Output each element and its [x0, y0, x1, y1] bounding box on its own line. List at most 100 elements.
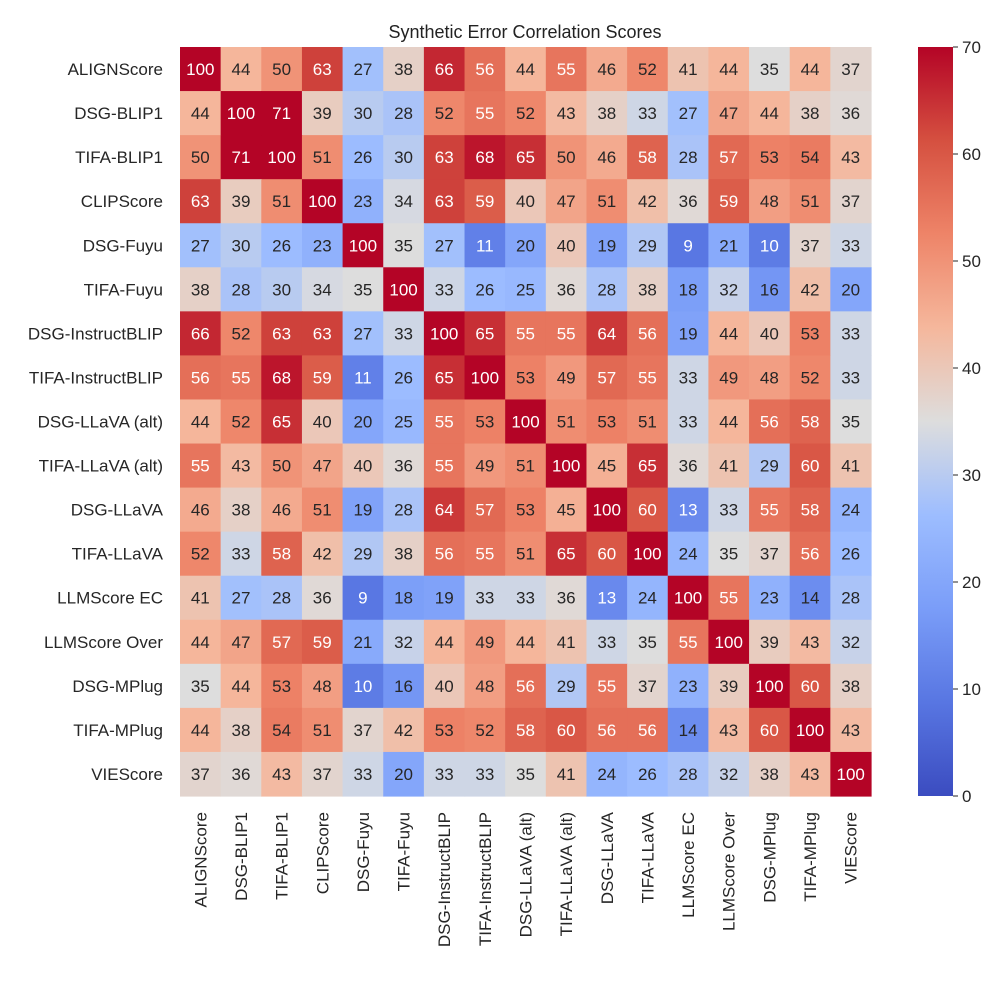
heatmap-cell — [708, 619, 750, 665]
cell-value-label: 52 — [801, 368, 820, 387]
heatmap-cell — [627, 267, 669, 312]
heatmap-cell — [830, 707, 872, 753]
heatmap-cell — [505, 355, 547, 401]
heatmap-cell — [383, 311, 425, 357]
cell-value-label: 57 — [272, 633, 291, 652]
heatmap-cell — [464, 619, 506, 665]
cell-value-label: 63 — [313, 60, 332, 79]
heatmap-cell — [301, 619, 344, 665]
y-axis-labels: ALIGNScore DSG-BLIP1 TIFA-BLIP1 CLIPScore DS… — [28, 60, 164, 784]
cell-value-label: 50 — [272, 457, 291, 476]
heatmap-cell — [423, 663, 466, 709]
heatmap-cell — [667, 487, 710, 533]
heatmap-cell — [586, 91, 628, 136]
heatmap-cell — [545, 663, 588, 709]
heatmap-cell — [505, 311, 547, 357]
heatmap-cell — [545, 135, 588, 180]
heatmap-cell — [220, 707, 262, 753]
cell-value-label: 16 — [394, 677, 413, 696]
cell-value-label: 58 — [801, 501, 820, 520]
heatmap-cell — [627, 487, 669, 533]
cell-value-label: 42 — [638, 192, 657, 211]
cell-value-label: 9 — [358, 589, 367, 608]
heatmap-cell — [220, 311, 262, 357]
heatmap-cell — [708, 223, 750, 268]
colorbar-tick-label: 30 — [962, 466, 981, 485]
cell-value-label: 48 — [760, 368, 779, 387]
cell-value-label: 60 — [760, 721, 779, 740]
heatmap-cell — [180, 355, 222, 401]
cell-value-label: 59 — [719, 192, 738, 211]
heatmap-cell — [667, 135, 710, 180]
cell-value-label: 18 — [394, 589, 413, 608]
cell-value-label: 20 — [394, 765, 413, 784]
heatmap-cell — [261, 531, 303, 577]
cell-value-label: 55 — [475, 545, 494, 564]
cell-value-label: 50 — [272, 60, 291, 79]
heatmap-cell — [708, 751, 750, 797]
cell-value-label: 65 — [516, 148, 535, 167]
heatmap-cell — [830, 531, 872, 577]
heatmap-cell — [464, 663, 506, 709]
heatmap-cell — [789, 619, 831, 665]
cell-value-label: 55 — [557, 324, 576, 343]
cell-value-label: 24 — [597, 765, 616, 784]
heatmap-cell — [545, 179, 588, 224]
cell-value-label: 20 — [841, 280, 860, 299]
heatmap-cell — [261, 443, 303, 489]
cell-value-label: 29 — [760, 457, 779, 476]
cell-value-label: 46 — [597, 60, 616, 79]
heatmap-cell — [261, 619, 303, 665]
cell-value-label: 57 — [597, 368, 616, 387]
heatmap-cell — [220, 751, 262, 797]
heatmap-cell — [545, 399, 588, 445]
cell-value-label: 38 — [801, 104, 820, 123]
cell-value-label: 37 — [313, 765, 332, 784]
cell-value-label: 66 — [191, 324, 210, 343]
heatmap-cell — [749, 751, 791, 797]
cell-value-label: 66 — [435, 60, 454, 79]
heatmap-cell — [383, 575, 425, 621]
x-tick-label: TIFA-BLIP1 — [273, 812, 292, 900]
heatmap-cell — [627, 443, 669, 489]
y-tick-label: LLMScore Over — [44, 633, 163, 652]
cell-value-label: 29 — [557, 677, 576, 696]
heatmap-cell — [342, 355, 384, 401]
heatmap-cell — [789, 311, 831, 357]
heatmap-cell — [505, 179, 547, 224]
cell-value-label: 33 — [516, 589, 535, 608]
cell-value-label: 43 — [232, 457, 251, 476]
heatmap-cell — [505, 487, 547, 533]
heatmap-cell — [301, 47, 344, 92]
cell-value-label: 56 — [638, 721, 657, 740]
cell-value-label: 44 — [232, 60, 251, 79]
heatmap-cell — [464, 179, 506, 224]
cell-value-label: 47 — [557, 192, 576, 211]
cell-value-label: 32 — [719, 280, 738, 299]
cell-value-label: 33 — [679, 368, 698, 387]
heatmap-cell — [667, 619, 710, 665]
cell-value-label: 14 — [801, 589, 820, 608]
heatmap-cell — [383, 531, 425, 577]
heatmap-cell — [423, 355, 466, 401]
heatmap-cell — [301, 751, 344, 797]
y-tick-label: TIFA-BLIP1 — [75, 148, 163, 167]
heatmap-cell — [220, 399, 262, 445]
heatmap-cell — [545, 443, 588, 489]
cell-value-label: 60 — [801, 677, 820, 696]
heatmap-cell — [301, 531, 344, 577]
cell-value-label: 49 — [475, 633, 494, 652]
heatmap-cell — [667, 707, 710, 753]
cell-value-label: 27 — [353, 324, 372, 343]
cell-value-label: 30 — [232, 236, 251, 255]
heatmap-cell — [423, 531, 466, 577]
cell-value-label: 21 — [719, 236, 738, 255]
heatmap-cell — [220, 575, 262, 621]
heatmap-cell — [749, 443, 791, 489]
heatmap-cell — [708, 311, 750, 357]
cell-value-label: 53 — [475, 413, 494, 432]
heatmap-cell — [220, 223, 262, 268]
heatmap-cell — [789, 751, 831, 797]
cell-value-label: 36 — [679, 457, 698, 476]
heatmap-cell — [342, 47, 384, 92]
